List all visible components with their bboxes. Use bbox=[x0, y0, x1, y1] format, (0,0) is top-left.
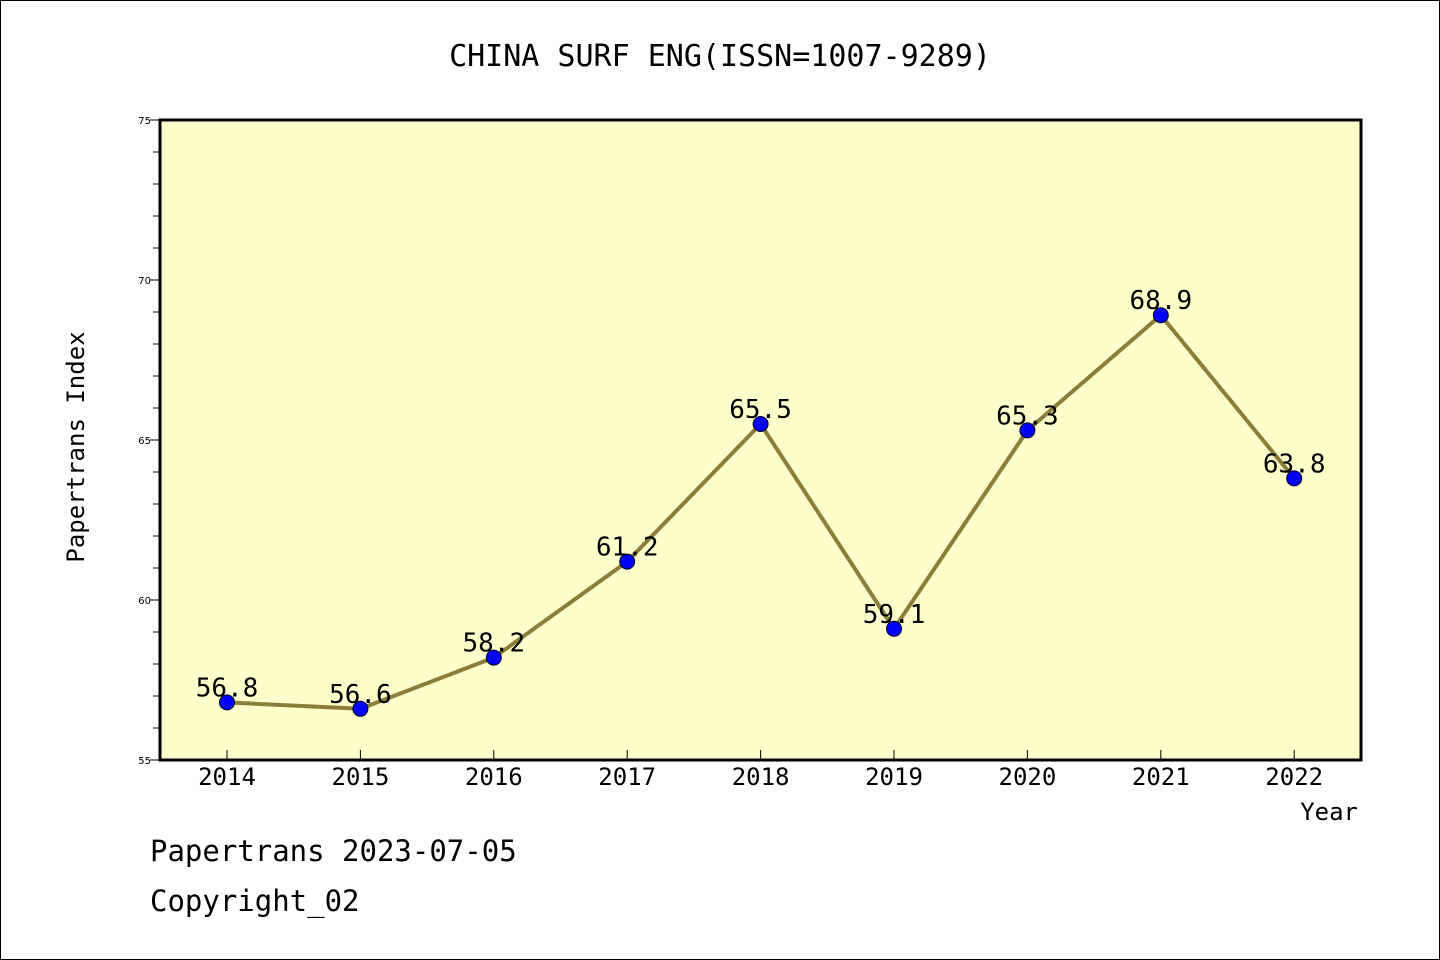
x-tick-label: 2019 bbox=[865, 763, 923, 791]
x-axis-ticks: 2014 2015 2016 2017 2018 2019 2020 2021 2022 bbox=[198, 750, 1323, 791]
y-tick-label: 70 bbox=[138, 276, 151, 287]
data-point bbox=[619, 553, 636, 570]
y-axis-ticks: 55 60 65 70 75 bbox=[138, 116, 160, 767]
data-markers bbox=[219, 307, 1303, 717]
data-label: 63.8 bbox=[1263, 449, 1326, 479]
data-point bbox=[886, 620, 902, 637]
data-point bbox=[752, 416, 769, 432]
y-tick-label: 55 bbox=[138, 756, 151, 767]
data-label: 65.3 bbox=[996, 401, 1059, 431]
footer-copyright: Copyright_02 bbox=[150, 884, 360, 918]
y-tick-label: 65 bbox=[138, 436, 151, 447]
data-label: 61.2 bbox=[596, 533, 659, 563]
x-tick-label: 2015 bbox=[332, 763, 390, 791]
x-tick-label: 2016 bbox=[465, 763, 523, 791]
data-point bbox=[1286, 470, 1303, 487]
y-axis-label: Papertrans Index bbox=[62, 331, 90, 562]
data-point bbox=[219, 694, 235, 711]
data-point bbox=[1019, 422, 1036, 439]
y-tick-label: 60 bbox=[138, 596, 151, 607]
footer-date: Papertrans 2023-07-05 bbox=[150, 834, 517, 868]
data-label: 68.9 bbox=[1129, 286, 1192, 316]
data-point bbox=[1152, 307, 1169, 324]
x-tick-label: 2021 bbox=[1132, 763, 1190, 791]
data-point bbox=[352, 700, 369, 717]
data-label: 59.1 bbox=[863, 600, 926, 630]
data-labels: 56.8 56.6 58.2 61.2 65.5 59.1 65.3 68.9 63.8 bbox=[196, 286, 1326, 710]
plot-area bbox=[158, 118, 1363, 762]
x-tick-label: 2020 bbox=[999, 763, 1057, 791]
data-point bbox=[485, 649, 502, 666]
data-label: 56.6 bbox=[329, 680, 392, 710]
data-label: 65.5 bbox=[729, 395, 792, 425]
x-tick-label: 2014 bbox=[198, 763, 256, 791]
y-tick-label: 75 bbox=[138, 116, 151, 127]
chart-title: CHINA SURF ENG(ISSN=1007-9289) bbox=[449, 39, 991, 74]
x-tick-label: 2017 bbox=[598, 763, 656, 791]
x-tick-label: 2018 bbox=[732, 763, 790, 791]
data-label: 56.8 bbox=[196, 673, 259, 703]
x-axis-label: Year bbox=[1300, 798, 1358, 826]
y-axis-minor-ticks bbox=[153, 151, 160, 729]
data-label: 58.2 bbox=[462, 629, 525, 659]
x-tick-label: 2022 bbox=[1265, 763, 1323, 791]
